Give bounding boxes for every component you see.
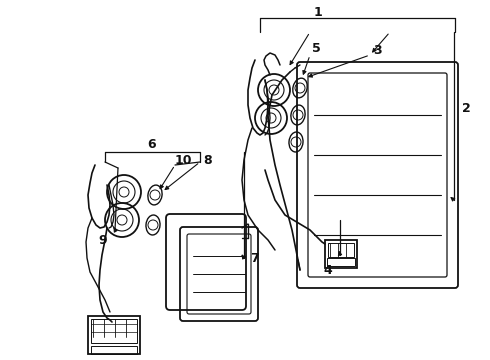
Bar <box>88 316 140 354</box>
Bar <box>91 319 137 343</box>
Text: 9: 9 <box>98 234 107 247</box>
Text: 6: 6 <box>147 138 156 150</box>
Bar <box>327 258 355 266</box>
Text: 2: 2 <box>462 102 470 114</box>
Text: 1: 1 <box>314 5 322 18</box>
Text: 8: 8 <box>204 153 212 166</box>
Text: 4: 4 <box>323 264 332 276</box>
Bar <box>328 243 354 257</box>
Text: 10: 10 <box>174 153 192 166</box>
Bar <box>91 346 137 354</box>
Text: 5: 5 <box>312 41 320 54</box>
Text: 7: 7 <box>249 252 258 265</box>
Text: 3: 3 <box>374 44 382 57</box>
Bar <box>325 240 357 268</box>
